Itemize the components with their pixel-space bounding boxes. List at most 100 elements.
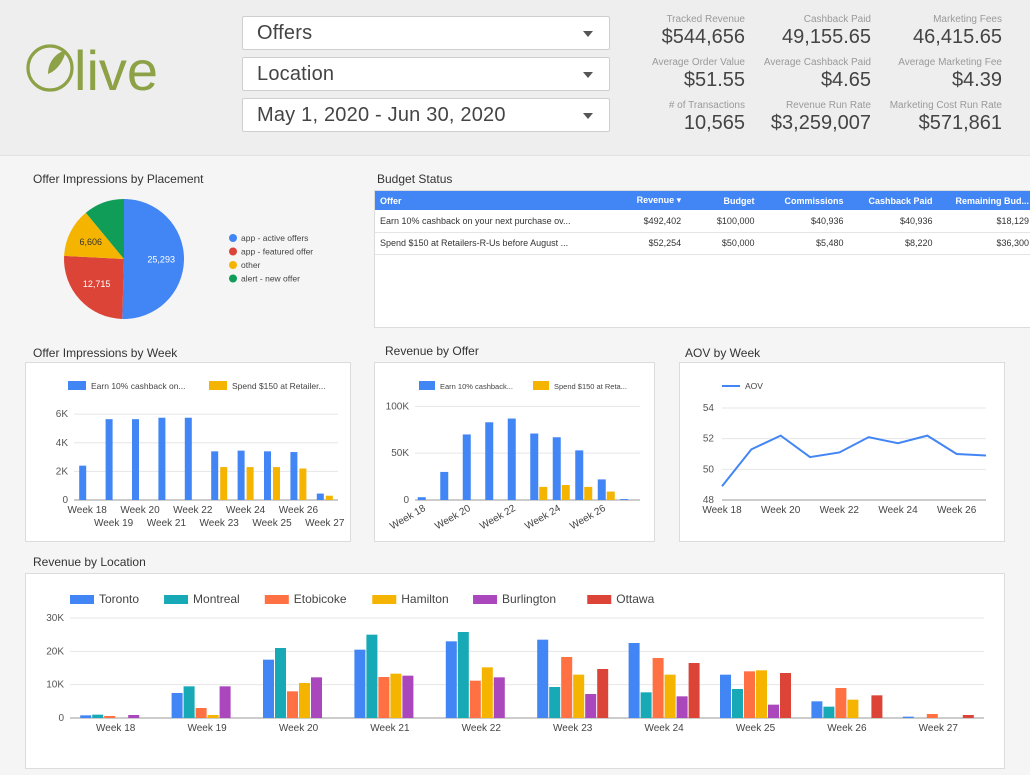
bar[interactable] xyxy=(902,716,914,718)
bar[interactable] xyxy=(597,669,609,718)
bar[interactable] xyxy=(628,643,640,718)
bar[interactable] xyxy=(207,715,219,718)
offers-dropdown[interactable]: Offers xyxy=(242,16,610,50)
bar[interactable] xyxy=(80,715,92,718)
bar[interactable] xyxy=(640,692,652,718)
bar[interactable] xyxy=(732,689,743,718)
bar[interactable] xyxy=(756,670,767,718)
column-header-budget[interactable]: Budget xyxy=(686,191,760,210)
bar[interactable] xyxy=(246,467,254,500)
bar[interactable] xyxy=(219,686,231,718)
legend-label[interactable]: AOV xyxy=(745,381,763,391)
legend-label[interactable]: Spend $150 at Retailer... xyxy=(232,381,326,391)
legend-label[interactable]: Hamilton xyxy=(401,592,448,606)
bar[interactable] xyxy=(620,499,629,500)
column-header-remaining-budget[interactable]: Remaining Bud... xyxy=(937,191,1030,210)
pie-slice[interactable] xyxy=(122,199,184,319)
legend-label[interactable]: Etobicoke xyxy=(294,592,347,606)
bar[interactable] xyxy=(530,433,539,500)
bar[interactable] xyxy=(688,663,700,718)
bar[interactable] xyxy=(469,680,481,718)
bar[interactable] xyxy=(390,673,402,718)
bar[interactable] xyxy=(366,634,378,718)
bar[interactable] xyxy=(171,693,183,718)
legend-label[interactable]: Burlington xyxy=(502,592,556,606)
table-row[interactable]: Spend $150 at Retailers-R-Us before Augu… xyxy=(375,232,1030,255)
bar[interactable] xyxy=(780,673,791,718)
bar[interactable] xyxy=(275,648,286,718)
bar[interactable] xyxy=(299,468,307,500)
bar[interactable] xyxy=(440,471,449,500)
bar[interactable] xyxy=(485,422,494,500)
bar[interactable] xyxy=(926,714,938,718)
legend-label[interactable]: Earn 10% cashback... xyxy=(440,382,513,391)
bar[interactable] xyxy=(561,485,570,500)
legend-label[interactable]: Montreal xyxy=(193,592,240,606)
bar[interactable] xyxy=(652,658,664,718)
bar[interactable] xyxy=(402,675,414,718)
bar[interactable] xyxy=(575,450,584,500)
bar[interactable] xyxy=(549,687,561,718)
bar[interactable] xyxy=(585,694,597,718)
table-row[interactable]: Earn 10% cashback on your next purchase … xyxy=(375,210,1030,233)
pie-slice[interactable] xyxy=(85,199,124,259)
bar[interactable] xyxy=(311,677,322,718)
bar[interactable] xyxy=(211,451,219,500)
bar[interactable] xyxy=(104,716,116,718)
bar[interactable] xyxy=(79,465,87,500)
bar[interactable] xyxy=(105,419,113,500)
bar[interactable] xyxy=(744,671,755,718)
bar[interactable] xyxy=(871,695,883,718)
bar[interactable] xyxy=(290,452,298,500)
bar[interactable] xyxy=(823,706,835,718)
bar[interactable] xyxy=(597,479,606,500)
pie-slice[interactable] xyxy=(64,212,124,259)
legend-label[interactable]: Earn 10% cashback on... xyxy=(91,381,186,391)
bar[interactable] xyxy=(676,696,688,718)
pie-slice[interactable] xyxy=(64,255,124,319)
bar[interactable] xyxy=(287,691,298,718)
bar[interactable] xyxy=(184,417,192,500)
bar[interactable] xyxy=(573,674,585,718)
bar[interactable] xyxy=(962,715,974,718)
column-header-revenue[interactable]: Revenue ▾ xyxy=(612,191,687,210)
bar[interactable] xyxy=(507,418,516,500)
bar[interactable] xyxy=(537,639,549,718)
bar[interactable] xyxy=(561,657,573,718)
bar[interactable] xyxy=(539,486,548,500)
bar[interactable] xyxy=(325,495,333,500)
aov-line[interactable] xyxy=(721,434,987,487)
bar[interactable] xyxy=(457,632,469,718)
bar[interactable] xyxy=(417,497,426,500)
column-header-commissions[interactable]: Commissions xyxy=(759,191,849,210)
bar[interactable] xyxy=(92,714,104,718)
bar[interactable] xyxy=(664,674,676,718)
bar[interactable] xyxy=(606,491,615,500)
bar[interactable] xyxy=(263,659,274,718)
bar[interactable] xyxy=(768,704,779,718)
bar[interactable] xyxy=(264,451,271,500)
bar[interactable] xyxy=(493,677,505,718)
legend-label[interactable]: Spend $150 at Reta... xyxy=(554,382,627,391)
bar[interactable] xyxy=(220,467,228,500)
bar[interactable] xyxy=(835,688,847,718)
bar[interactable] xyxy=(584,486,593,500)
date-range-picker[interactable]: May 1, 2020 - Jun 30, 2020 xyxy=(242,98,610,132)
bar[interactable] xyxy=(462,434,471,500)
bar[interactable] xyxy=(481,667,493,718)
bar[interactable] xyxy=(299,683,310,718)
location-dropdown[interactable]: Location xyxy=(242,57,610,91)
bar[interactable] xyxy=(316,493,324,500)
bar[interactable] xyxy=(132,419,139,500)
legend-label[interactable]: Toronto xyxy=(99,592,139,606)
bar[interactable] xyxy=(445,641,457,718)
legend-label[interactable]: Ottawa xyxy=(616,592,654,606)
column-header-cashback-paid[interactable]: Cashback Paid xyxy=(848,191,938,210)
bar[interactable] xyxy=(354,649,366,718)
bar[interactable] xyxy=(811,701,823,718)
bar[interactable] xyxy=(847,699,859,718)
bar[interactable] xyxy=(273,467,280,500)
bar[interactable] xyxy=(158,417,166,500)
bar[interactable] xyxy=(183,686,195,718)
bar[interactable] xyxy=(128,715,140,718)
